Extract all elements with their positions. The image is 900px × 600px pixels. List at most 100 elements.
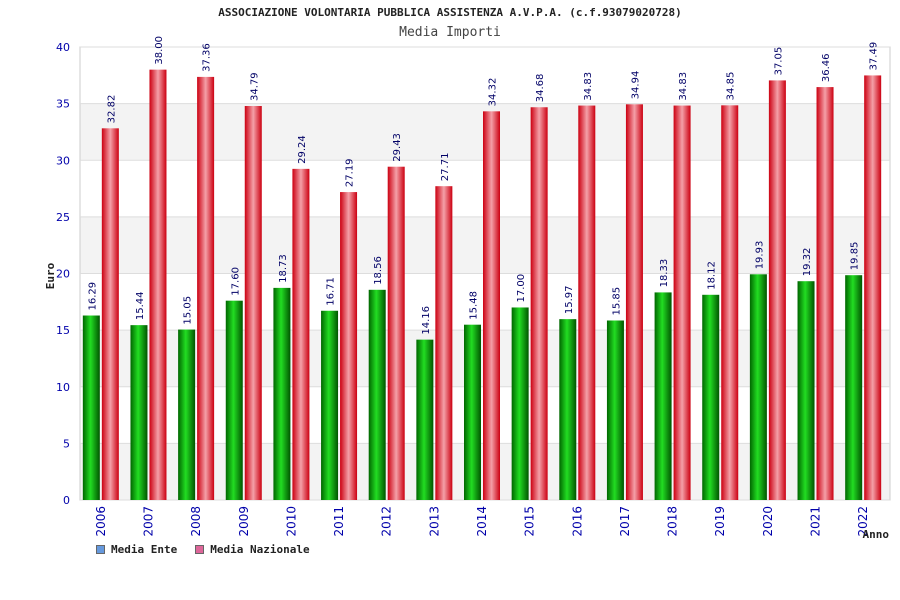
- bar-media-ente-2021: [797, 281, 815, 500]
- x-tick-label: 2006: [94, 506, 108, 537]
- bar-media-nazionale-2013: [435, 186, 453, 500]
- data-label: 15.97: [564, 285, 575, 314]
- legend-item-media-nazionale: Media Nazionale: [195, 543, 310, 556]
- bar-media-nazionale-2011: [340, 192, 358, 501]
- x-tick-label: 2020: [761, 506, 775, 537]
- bar-media-nazionale-2021: [816, 87, 834, 500]
- y-axis-ticks: 0 5 10 15 20 25 30 35 40: [56, 41, 70, 507]
- bar-media-ente-2007: [130, 325, 148, 500]
- x-tick-label: 2010: [284, 506, 298, 537]
- data-label: 29.24: [297, 135, 308, 164]
- bar-media-nazionale-2016: [578, 105, 596, 501]
- data-label: 38.00: [154, 36, 165, 65]
- bar-media-nazionale-2022: [864, 75, 882, 500]
- grid-band: [80, 47, 890, 104]
- bar-media-nazionale-2009: [244, 106, 262, 501]
- data-label: 15.05: [183, 296, 194, 325]
- bars: [82, 69, 882, 501]
- x-tick-label: 2014: [475, 506, 489, 537]
- bar-media-ente-2016: [559, 319, 577, 500]
- data-label: 15.85: [611, 287, 622, 316]
- data-label: 34.94: [630, 71, 641, 100]
- y-tick-label: 20: [56, 268, 70, 281]
- data-label: 34.79: [249, 72, 260, 101]
- data-label: 14.16: [421, 306, 432, 335]
- data-labels: 16.29 32.82 15.44 38.00 15.05 37.36 17.60 34.79…: [87, 36, 879, 335]
- data-label: 15.48: [469, 291, 480, 320]
- legend: Media Ente Media Nazionale: [96, 543, 310, 556]
- x-tick-label: 2017: [618, 506, 632, 537]
- x-tick-label: 2012: [380, 506, 394, 537]
- x-tick-label: 2019: [713, 506, 727, 537]
- data-label: 18.12: [707, 261, 718, 290]
- bar-media-ente-2008: [178, 329, 196, 500]
- bar-media-nazionale-2015: [530, 107, 548, 501]
- data-label: 16.71: [326, 277, 337, 306]
- data-label: 27.19: [345, 158, 356, 187]
- bar-media-ente-2009: [225, 300, 243, 500]
- data-label: 19.32: [802, 248, 813, 277]
- data-label: 18.56: [373, 256, 384, 285]
- bar-media-ente-2017: [606, 320, 624, 500]
- data-label: 34.83: [678, 72, 689, 101]
- bar-media-nazionale-2012: [387, 166, 405, 500]
- data-label: 18.33: [659, 259, 670, 288]
- data-label: 19.93: [754, 241, 765, 270]
- bar-media-ente-2012: [368, 289, 386, 500]
- bar-media-ente-2022: [845, 275, 863, 500]
- data-label: 34.68: [535, 74, 546, 103]
- data-label: 37.05: [773, 47, 784, 76]
- bar-media-ente-2013: [416, 339, 434, 500]
- data-label: 37.49: [869, 42, 880, 71]
- chart-subtitle: Media Importi: [399, 25, 501, 40]
- x-tick-label: 2015: [523, 506, 537, 537]
- bar-media-ente-2020: [749, 274, 767, 500]
- x-tick-label: 2021: [809, 506, 823, 537]
- data-label: 29.43: [392, 133, 403, 162]
- x-axis-label: Anno: [863, 528, 890, 541]
- legend-swatch-media-ente: [96, 545, 105, 554]
- y-tick-label: 15: [56, 324, 70, 337]
- bar-media-nazionale-2018: [673, 105, 691, 501]
- bar-media-ente-2015: [511, 307, 529, 500]
- bar-media-nazionale-2014: [483, 111, 500, 501]
- data-label: 27.71: [440, 153, 451, 182]
- bar-media-ente-2011: [321, 310, 339, 500]
- data-label: 19.85: [850, 242, 861, 271]
- bar-media-ente-2018: [654, 292, 672, 500]
- data-label: 18.73: [278, 254, 289, 283]
- bar-media-ente-2006: [82, 315, 100, 500]
- y-tick-label: 30: [56, 154, 70, 167]
- bar-media-ente-2014: [464, 324, 481, 500]
- bar-media-ente-2010: [273, 287, 291, 500]
- data-label: 15.44: [135, 292, 146, 321]
- y-axis-label: Euro: [44, 262, 57, 289]
- bar-media-ente-2019: [702, 294, 720, 500]
- data-label: 17.00: [516, 274, 527, 303]
- y-tick-label: 35: [56, 98, 70, 111]
- x-tick-label: 2018: [666, 506, 680, 537]
- bar-media-nazionale-2006: [101, 128, 119, 500]
- bar-media-nazionale-2020: [768, 80, 786, 500]
- legend-item-media-ente: Media Ente: [96, 543, 177, 556]
- bar-media-nazionale-2017: [625, 104, 643, 500]
- data-label: 34.32: [488, 78, 499, 107]
- legend-swatch-media-nazionale: [195, 545, 205, 554]
- chart-title: ASSOCIAZIONE VOLONTARIA PUBBLICA ASSISTE…: [218, 6, 682, 19]
- data-label: 34.85: [726, 72, 737, 101]
- x-tick-label: 2013: [427, 506, 441, 537]
- data-label: 16.29: [87, 282, 98, 311]
- bar-media-nazionale-2007: [149, 69, 167, 501]
- data-label: 32.82: [106, 95, 117, 124]
- bar-media-nazionale-2019: [721, 105, 739, 500]
- y-tick-label: 0: [63, 494, 70, 507]
- x-tick-label: 2009: [237, 506, 251, 537]
- legend-label-media-nazionale: Media Nazionale: [210, 543, 310, 556]
- x-tick-label: 2007: [141, 506, 155, 537]
- x-tick-label: 2011: [332, 506, 346, 537]
- data-label: 17.60: [230, 267, 241, 296]
- x-tick-label: 2022: [856, 506, 870, 537]
- data-label: 34.83: [583, 72, 594, 101]
- x-axis-ticks: 2006 2007 2008 2009 2010 2011 2012 2013 2014 2015…: [94, 506, 870, 537]
